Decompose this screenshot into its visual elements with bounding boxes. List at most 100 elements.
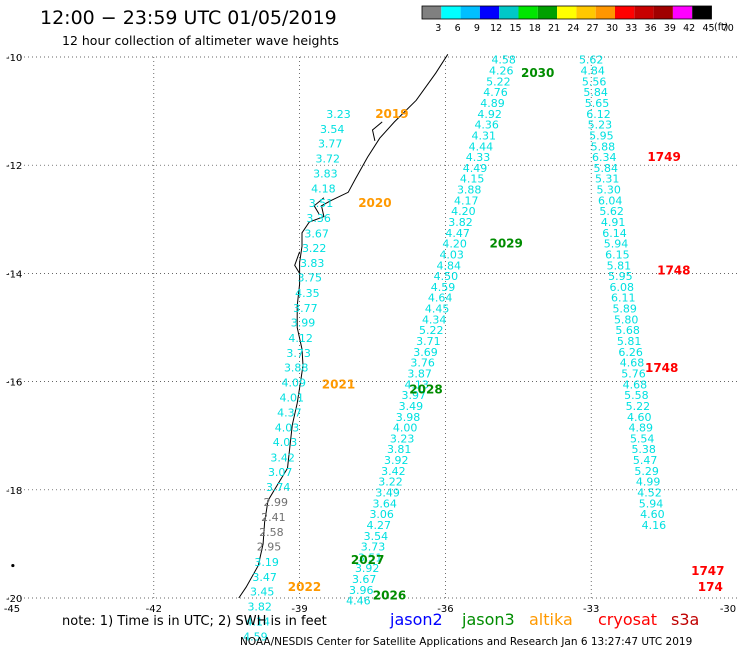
swh-value-label: 3.81: [387, 443, 412, 456]
colorbar-tick-label: 27: [587, 23, 599, 34]
swh-value-label: 3.36: [306, 212, 331, 225]
swh-value-label: 4.20: [442, 238, 467, 251]
swh-value-label: 3.87: [407, 368, 432, 381]
map-subtitle: 12 hour collection of altimeter wave hei…: [62, 33, 339, 48]
swh-value-label: 4.14: [246, 615, 271, 628]
swh-value-label: 4.36: [474, 119, 499, 132]
swh-value-label: 3.69: [413, 346, 438, 359]
swh-value-label: 4.03: [439, 249, 464, 262]
colorbar-tick-label: 3: [435, 23, 441, 34]
coastline-path: [238, 54, 449, 599]
colorbar-swatch: [460, 6, 480, 19]
swh-value-label: 4.46: [346, 595, 371, 608]
swh-value-label: 5.76: [621, 368, 646, 381]
longitude-tick-label: -45: [4, 604, 20, 615]
swh-value-label: 5.94: [604, 238, 629, 251]
pass-number-label: 1748: [657, 264, 690, 278]
swh-value-label: 3.83: [313, 167, 338, 180]
pass-number-label: 2022: [288, 580, 321, 594]
footer-credit: NOAA/NESDIS Center for Satellite Applica…: [240, 636, 692, 648]
colorbar-tick-label: 30: [606, 23, 618, 34]
swh-value-label: 3.47: [252, 571, 277, 584]
colorbar-swatch: [653, 6, 673, 19]
footer-note: note: 1) Time is in UTC; 2) SWH is in fe…: [62, 614, 327, 629]
swh-value-label: 4.60: [627, 411, 652, 424]
colorbar-tick-label: 6: [455, 23, 461, 34]
swh-value-label: 3.51: [358, 551, 383, 564]
colorbar-swatch: [537, 6, 558, 19]
pass-number-label: 1749: [647, 150, 680, 164]
swh-value-label: 3.07: [268, 466, 293, 479]
swh-value-label: 5.65: [585, 97, 610, 110]
pass-number-label: 1747: [691, 564, 724, 578]
swh-value-label: 5.81: [607, 259, 632, 272]
swh-value-label: 5.47: [633, 454, 658, 467]
swh-value-label: 3.42: [270, 451, 295, 464]
swh-value-label: 5.62: [599, 205, 624, 218]
swh-value-label: 5.54: [630, 432, 655, 445]
colorbar-swatch: [595, 6, 615, 19]
swh-value-label: 4.59: [431, 281, 456, 294]
swh-value-label: 6.34: [592, 151, 617, 164]
swh-value-label: 3.83: [300, 257, 325, 270]
legend-cryosat: cryosat: [598, 610, 657, 629]
swh-value-label: 4.34: [422, 313, 447, 326]
swh-value-label: 3.73: [286, 347, 311, 360]
colorbar-swatch: [518, 6, 538, 19]
colorbar-swatch: [479, 6, 500, 19]
coast-detail: [294, 251, 301, 274]
swh-value-label: 5.38: [631, 443, 656, 456]
swh-value-label: 3.77: [293, 302, 318, 315]
colorbar-tick-label: 9: [474, 23, 480, 34]
swh-value-label: 3.76: [410, 357, 435, 370]
colorbar-swatch: [634, 6, 654, 19]
colorbar-tick-label: 24: [567, 23, 579, 34]
swh-value-label: 4.01: [280, 391, 305, 404]
swh-value-label: 4.17: [454, 194, 479, 207]
swh-value-label: 5.94: [639, 497, 664, 510]
legend-jason3: jason3: [461, 610, 515, 629]
swh-value-label: 5.56: [582, 75, 607, 88]
swh-value-label: 3.49: [399, 400, 424, 413]
swh-value-label: 3.92: [384, 454, 409, 467]
legend-s3a: s3a: [671, 610, 699, 629]
swh-value-label: 5.88: [591, 140, 616, 153]
colorbar-tick-label: 42: [683, 23, 695, 34]
swh-value-label: 3.54: [320, 123, 345, 136]
pass-labels: 2030 2019 1749 2020 2029 1748 1748 2021 2028 2027…: [288, 66, 725, 602]
swh-value-label: 6.04: [598, 194, 623, 207]
swh-value-label: 5.80: [614, 313, 639, 326]
swh-value-label: 3.71: [416, 335, 441, 348]
longitude-tick-label: -42: [146, 604, 162, 615]
swh-value-label: 4.89: [480, 97, 505, 110]
swh-value-label: 4.89: [629, 422, 654, 435]
swh-value-label: 4.47: [445, 227, 470, 240]
swh-value-label: 6.14: [602, 227, 627, 240]
altimeter-tracks: 3.233.543.773.723.834.183.513.363.673.22…: [243, 54, 666, 644]
pass-number-label: 2021: [322, 377, 355, 391]
swh-value-label: 4.15: [460, 173, 485, 186]
colorbar-tick-label: 45: [702, 23, 714, 34]
swh-value-label: 2.95: [257, 541, 282, 554]
swh-value-label: 3.88: [284, 362, 309, 375]
swh-value-label: 5.30: [596, 184, 621, 197]
colorbar-swatch: [422, 6, 442, 19]
coast-detail: [313, 197, 325, 215]
swh-value-label: 6.08: [610, 281, 635, 294]
swh-value-label: 3.19: [254, 556, 279, 569]
swh-value-label: 3.06: [369, 508, 394, 521]
pass-number-label: 2029: [489, 237, 522, 251]
swh-value-label: 4.13: [404, 378, 429, 391]
swh-value-label: 5.22: [626, 400, 651, 413]
swh-value-label: 3.72: [316, 153, 341, 166]
swh-value-label: 4.31: [472, 129, 497, 142]
coast-detail: [371, 121, 383, 142]
swh-value-label: 5.22: [486, 75, 511, 88]
swh-value-label: 4.20: [451, 205, 476, 218]
legend-jason2: jason2: [389, 610, 443, 629]
swh-value-label: 3.67: [352, 573, 377, 586]
swh-value-label: 4.03: [275, 422, 300, 435]
swh-value-label: 5.29: [634, 465, 659, 478]
colorbar-tick-label: 33: [625, 23, 637, 34]
pass-number-label: 174: [698, 580, 723, 594]
